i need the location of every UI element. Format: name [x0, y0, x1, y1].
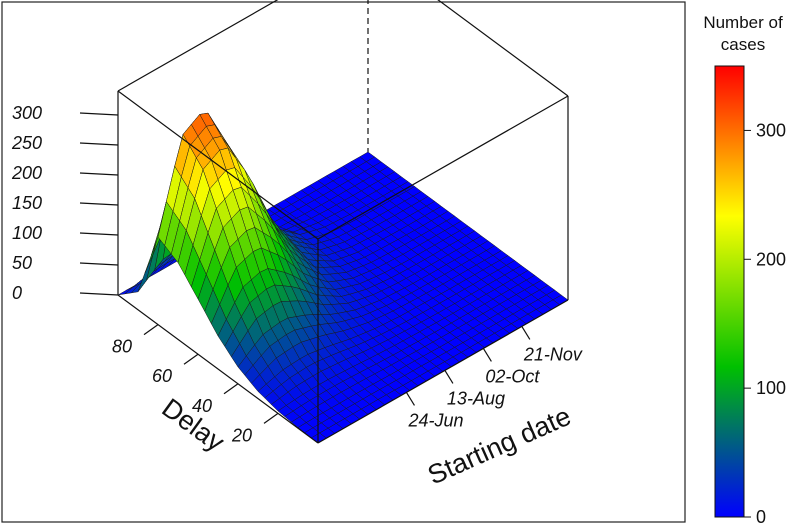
date-tick-label: 24-Jun	[407, 410, 463, 430]
surface-mesh	[117, 112, 569, 444]
colorbar-tick-label: 0	[756, 507, 766, 527]
z-tick-label: 50	[12, 253, 32, 273]
z-tick-label: 200	[11, 163, 42, 183]
box-edge	[117, 294, 319, 444]
z-tick-mark	[79, 142, 119, 146]
colorbar-ticks: 0 100 200 300	[744, 120, 786, 527]
plot-frame	[1, 1, 686, 523]
colorbar-title-line2: cases	[721, 35, 765, 54]
delay-tick-label: 60	[152, 366, 172, 386]
date-tick-mark	[405, 392, 415, 406]
z-tick-mark	[79, 172, 119, 176]
box-edge	[437, 0, 569, 97]
box-back-edges	[117, 0, 569, 300]
z-tick-mark	[79, 292, 119, 296]
date-tick-label: 21-Nov	[523, 344, 583, 364]
colorbar-tick-label: 100	[756, 378, 786, 398]
box-edge	[317, 95, 569, 240]
date-tick-mark	[482, 348, 492, 362]
delay-tick-mark	[143, 324, 159, 336]
z-tick-label: 0	[12, 283, 22, 303]
delay-tick-label: 80	[112, 337, 132, 357]
date-tick-mark	[444, 370, 454, 384]
z-axis: 0 50 100 150 200 250 300	[11, 103, 119, 303]
box-edge	[117, 90, 319, 240]
z-tick-mark	[79, 232, 119, 236]
delay-tick-mark	[263, 412, 279, 424]
delay-axis: 20 40 60 80	[112, 324, 279, 445]
date-tick-mark	[521, 326, 531, 340]
z-tick-mark	[79, 262, 119, 266]
date-tick-label: 02-Oct	[485, 366, 540, 386]
z-tick-label: 300	[12, 103, 42, 123]
z-tick-label: 100	[12, 223, 42, 243]
z-tick-mark	[79, 112, 119, 116]
date-tick-label: 13-Aug	[447, 388, 505, 408]
box-edge	[317, 299, 569, 444]
colorbar-title-line1: Number of	[703, 13, 783, 32]
delay-tick-mark	[223, 383, 239, 395]
delay-tick-mark	[183, 353, 199, 365]
colorbar-gradient	[714, 65, 745, 518]
delay-tick-label: 40	[192, 396, 212, 416]
box-edge	[117, 0, 279, 92]
colorbar-tick-label: 300	[756, 120, 786, 140]
colorbar-tick-label: 200	[756, 249, 786, 269]
z-tick-label: 150	[12, 193, 42, 213]
colorbar: Number of cases 0 100 200 300	[703, 13, 786, 527]
z-tick-label: 250	[11, 133, 42, 153]
z-tick-mark	[79, 202, 119, 206]
delay-tick-label: 20	[231, 425, 252, 445]
box-front-edges	[117, 90, 569, 444]
